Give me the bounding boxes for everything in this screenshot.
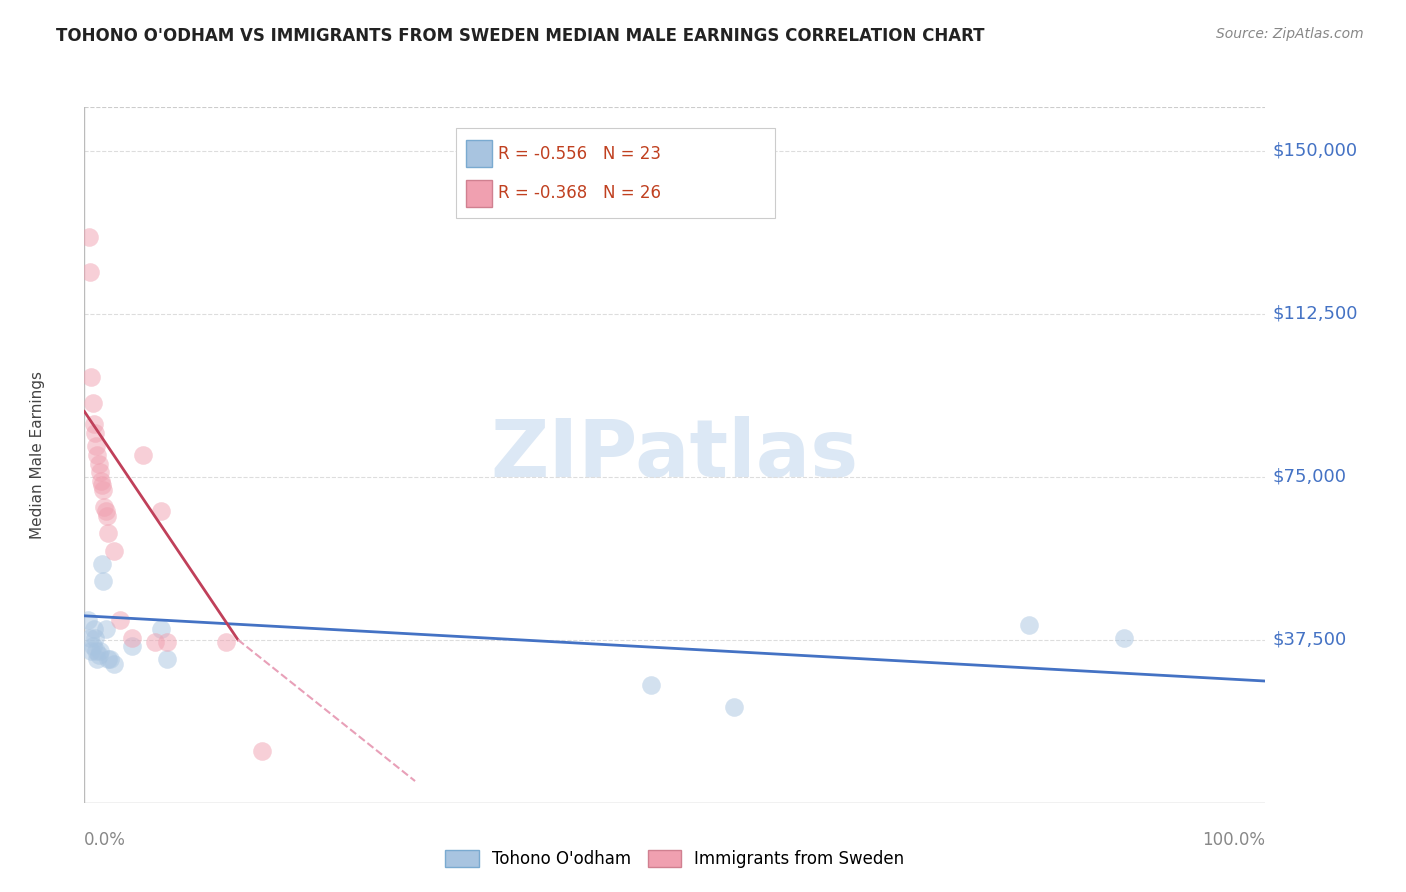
Point [86,652,108,666]
Point [215,635,238,649]
Point [132,448,155,462]
Point [77,613,100,627]
Point [86,448,108,462]
Point [103,543,125,558]
Point [77,230,100,244]
Text: 100.0%: 100.0% [1202,830,1265,848]
Text: 0.0%: 0.0% [84,830,127,848]
Point [82,639,104,653]
Point [94,504,117,518]
Point [156,652,179,666]
Point [96,508,118,523]
Legend: Tohono O'odham, Immigrants from Sweden: Tohono O'odham, Immigrants from Sweden [439,843,911,874]
Point [87,457,110,471]
Text: Median Male Earnings: Median Male Earnings [30,371,45,539]
Point [250,744,273,758]
Point [103,657,125,671]
Point [98,652,121,666]
Point [97,652,120,666]
Point [79,265,101,279]
Point [84,631,107,645]
Point [93,500,115,514]
Point [1112,631,1135,645]
Point [91,478,114,492]
Point [143,635,166,649]
Point [87,648,110,662]
Point [121,631,143,645]
Point [80,643,103,657]
Point [94,622,117,636]
Text: R = -0.556   N = 23: R = -0.556 N = 23 [498,145,661,162]
Point [84,439,107,453]
Point [89,466,111,480]
Point [91,557,114,571]
Text: $150,000: $150,000 [1272,142,1358,160]
Point [97,526,120,541]
Point [108,613,131,627]
Text: $75,000: $75,000 [1272,467,1347,485]
Point [79,631,101,645]
Text: TOHONO O'ODHAM VS IMMIGRANTS FROM SWEDEN MEDIAN MALE EARNINGS CORRELATION CHART: TOHONO O'ODHAM VS IMMIGRANTS FROM SWEDEN… [56,27,984,45]
Point [640,678,662,692]
Text: Source: ZipAtlas.com: Source: ZipAtlas.com [1216,27,1364,41]
Point [83,417,105,432]
Point [121,639,143,653]
Point [150,504,173,518]
Point [150,622,173,636]
Text: $37,500: $37,500 [1272,631,1347,648]
Point [84,643,107,657]
Point [82,396,104,410]
Text: R = -0.368   N = 26: R = -0.368 N = 26 [498,185,661,202]
Point [91,574,114,588]
Point [91,483,114,497]
Point [84,426,107,441]
Point [90,474,112,488]
Text: $112,500: $112,500 [1272,304,1358,323]
Point [156,635,179,649]
Text: ZIPatlas: ZIPatlas [491,416,859,494]
Point [1018,617,1040,632]
Point [80,369,103,384]
Point [89,643,111,657]
Point [83,622,105,636]
Point [723,700,745,714]
